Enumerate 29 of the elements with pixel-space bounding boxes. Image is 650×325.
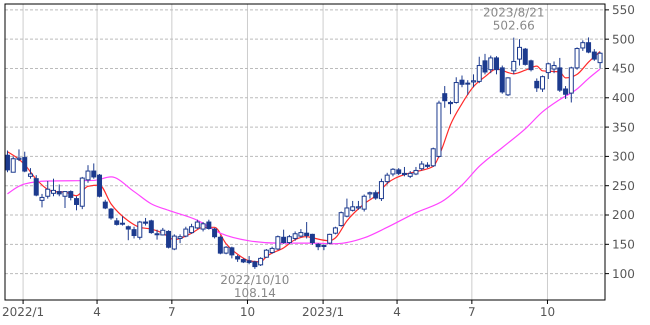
y-tick-label: 250 (612, 178, 635, 193)
y-tick-label: 300 (612, 150, 635, 164)
y-tick-label: 150 (612, 238, 635, 252)
candlestick (102, 199, 108, 210)
candlestick (28, 168, 33, 180)
annotation: 2022/10/10 108.14 (220, 272, 290, 300)
line-series (6, 50, 601, 262)
candlestick (39, 193, 44, 208)
y-tick-label: 550 (612, 3, 635, 18)
candlestick (442, 86, 448, 108)
x-tick-label: 4 (93, 305, 101, 319)
x-tick-label: 7 (468, 305, 476, 319)
y-tick-label: 450 (612, 62, 635, 76)
x-tick-label: 10 (540, 305, 556, 319)
y-tick-label: 350 (612, 120, 635, 134)
y-tick-label: 400 (612, 90, 635, 105)
x-tick-label: 7 (168, 305, 176, 319)
annotation: 2023/8/21 502.66 (483, 6, 545, 33)
candlestick (108, 207, 114, 220)
y-tick-label: 200 (612, 208, 635, 222)
y-tick-label: 500 (612, 32, 635, 46)
line-series (6, 68, 601, 244)
y-tick-label: 100 (612, 266, 635, 281)
x-tick-label: 4 (393, 305, 401, 319)
x-tick-label: 2022/1 (2, 305, 44, 319)
candlestick (34, 174, 39, 197)
x-tick-label: 10 (240, 305, 256, 319)
x-tick-label: 2023/1 (302, 305, 344, 319)
candlestick (511, 37, 516, 75)
